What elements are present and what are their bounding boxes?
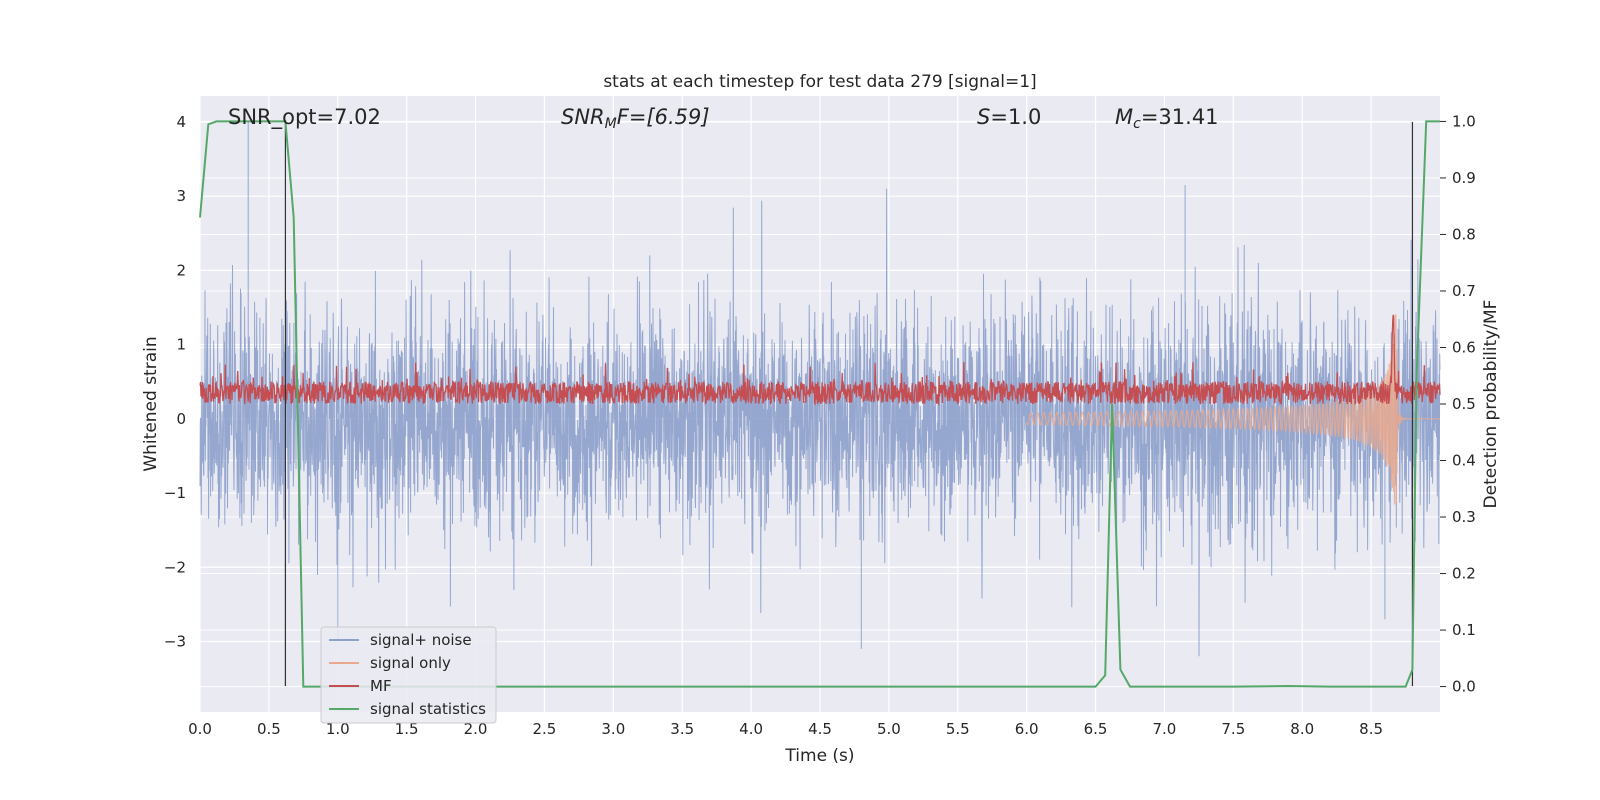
legend: signal+ noise signal only MF signal stat… — [320, 626, 497, 724]
x-tick-label-4: 2.0 — [464, 720, 488, 738]
y-tick-label-0: 4 — [176, 113, 186, 131]
x-tick-label-17: 8.5 — [1359, 720, 1383, 738]
y-tick-label-2: 2 — [176, 261, 186, 279]
y2-tick-label-8: 0.2 — [1452, 565, 1476, 583]
x-tick-label-0: 0.0 — [188, 720, 212, 738]
x-tick-label-7: 3.5 — [670, 720, 694, 738]
x-tick-label-14: 7.0 — [1153, 720, 1177, 738]
y-tick-label-7: −3 — [164, 632, 186, 650]
y2-tick-label-4: 0.6 — [1452, 338, 1476, 356]
legend-label-signal-statistics: signal statistics — [370, 700, 486, 718]
y2-tick-label-1: 0.9 — [1452, 169, 1476, 187]
y-tick-label-5: −1 — [164, 484, 186, 502]
legend-label-mf: MF — [370, 677, 392, 695]
y2-axis-ticks: 1.0 0.9 0.8 0.7 0.6 0.5 0.4 0.3 0.2 0.1 0.0 — [1440, 112, 1476, 696]
annotation-snr-opt: SNR_opt=7.02 — [228, 105, 381, 130]
mf-line — [199, 314, 1441, 407]
x-axis-ticks: 0.0 0.5 1.0 1.5 2.0 2.5 3.0 3.5 4.0 4.5 5.0 5.5 6.0 6… — [188, 720, 1383, 738]
y-tick-label-3: 1 — [176, 336, 186, 354]
signal-statistics-series — [199, 120, 1440, 688]
signal-only-series — [1026, 314, 1440, 505]
x-tick-label-15: 7.5 — [1221, 720, 1245, 738]
x-tick-label-6: 3.0 — [601, 720, 625, 738]
x-axis-label: Time (s) — [784, 746, 854, 766]
x-tick-label-8: 4.0 — [739, 720, 763, 738]
chart-title: stats at each timestep for test data 279… — [603, 72, 1036, 92]
y2-tick-label-10: 0.0 — [1452, 678, 1476, 696]
x-tick-label-13: 6.5 — [1084, 720, 1108, 738]
mf-series — [199, 314, 1441, 407]
y-axis-ticks: 4 3 2 1 0 −1 −2 −3 — [164, 113, 186, 651]
y-tick-label-4: 0 — [176, 410, 186, 428]
y2-tick-label-2: 0.8 — [1452, 225, 1476, 243]
y2-tick-label-9: 0.1 — [1452, 621, 1476, 639]
y2-tick-label-7: 0.3 — [1452, 508, 1476, 526]
x-tick-label-1: 0.5 — [257, 720, 281, 738]
signal-statistics-line — [199, 120, 1440, 688]
x-tick-label-12: 6.0 — [1015, 720, 1039, 738]
x-tick-label-16: 8.0 — [1290, 720, 1314, 738]
legend-label-signal-noise: signal+ noise — [370, 631, 472, 649]
x-tick-label-2: 1.0 — [326, 720, 350, 738]
vertical-markers — [284, 121, 1414, 687]
x-tick-label-10: 5.0 — [877, 720, 901, 738]
y2-axis-label: Detection probability/MF — [1481, 300, 1501, 509]
annotation-s: S=1.0 — [977, 105, 1041, 129]
x-tick-label-5: 2.5 — [533, 720, 557, 738]
y-tick-label-6: −2 — [164, 558, 186, 576]
signal-only-line — [1026, 314, 1440, 505]
y-axis-label: Whitened strain — [141, 336, 161, 471]
y2-tick-label-5: 0.5 — [1452, 395, 1476, 413]
legend-box — [320, 626, 497, 724]
x-tick-label-11: 5.5 — [946, 720, 970, 738]
x-tick-label-9: 4.5 — [808, 720, 832, 738]
y2-tick-label-6: 0.4 — [1452, 452, 1476, 470]
y-tick-label-1: 3 — [176, 187, 186, 205]
annotation-mc: Mc=31.41 — [1115, 105, 1219, 132]
y2-tick-label-3: 0.7 — [1452, 282, 1476, 300]
x-tick-label-3: 1.5 — [395, 720, 419, 738]
y2-tick-label-0: 1.0 — [1452, 112, 1476, 130]
legend-label-signal-only: signal only — [370, 654, 451, 672]
annotation-snr-mf: SNRMF=[6.59] — [561, 105, 710, 132]
